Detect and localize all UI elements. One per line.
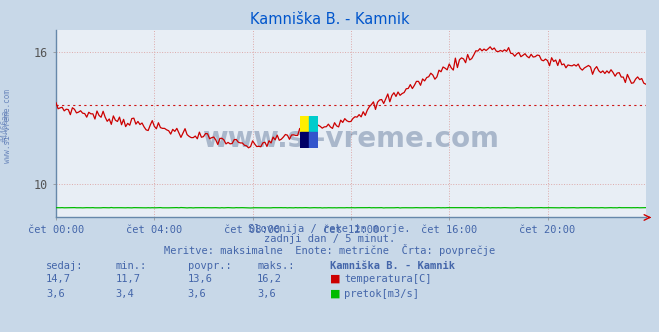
Text: #4466aa: #4466aa [1, 110, 10, 142]
Text: ■: ■ [330, 289, 340, 299]
Text: 3,4: 3,4 [115, 289, 134, 299]
Text: Kamniška B. - Kamnik: Kamniška B. - Kamnik [250, 12, 409, 27]
Text: 3,6: 3,6 [257, 289, 275, 299]
Bar [300, 116, 309, 132]
Bar [309, 132, 318, 148]
Bar [300, 132, 309, 148]
Text: temperatura[C]: temperatura[C] [344, 274, 432, 284]
Bar [309, 116, 318, 132]
Text: www.si-vreme.com: www.si-vreme.com [3, 89, 13, 163]
Text: zadnji dan / 5 minut.: zadnji dan / 5 minut. [264, 234, 395, 244]
Text: min.:: min.: [115, 261, 146, 271]
Text: 14,7: 14,7 [46, 274, 71, 284]
Text: sedaj:: sedaj: [46, 261, 84, 271]
Text: 11,7: 11,7 [115, 274, 140, 284]
Text: pretok[m3/s]: pretok[m3/s] [344, 289, 419, 299]
Text: 3,6: 3,6 [188, 289, 206, 299]
Text: 13,6: 13,6 [188, 274, 213, 284]
Text: povpr.:: povpr.: [188, 261, 231, 271]
Text: www.si-vreme.com: www.si-vreme.com [202, 125, 500, 153]
Text: maks.:: maks.: [257, 261, 295, 271]
Text: 16,2: 16,2 [257, 274, 282, 284]
Text: Slovenija / reke in morje.: Slovenija / reke in morje. [248, 224, 411, 234]
Text: Meritve: maksimalne  Enote: metrične  Črta: povprečje: Meritve: maksimalne Enote: metrične Črta… [164, 244, 495, 256]
Text: ■: ■ [330, 274, 340, 284]
Text: 3,6: 3,6 [46, 289, 65, 299]
Text: Kamniška B. - Kamnik: Kamniška B. - Kamnik [330, 261, 455, 271]
